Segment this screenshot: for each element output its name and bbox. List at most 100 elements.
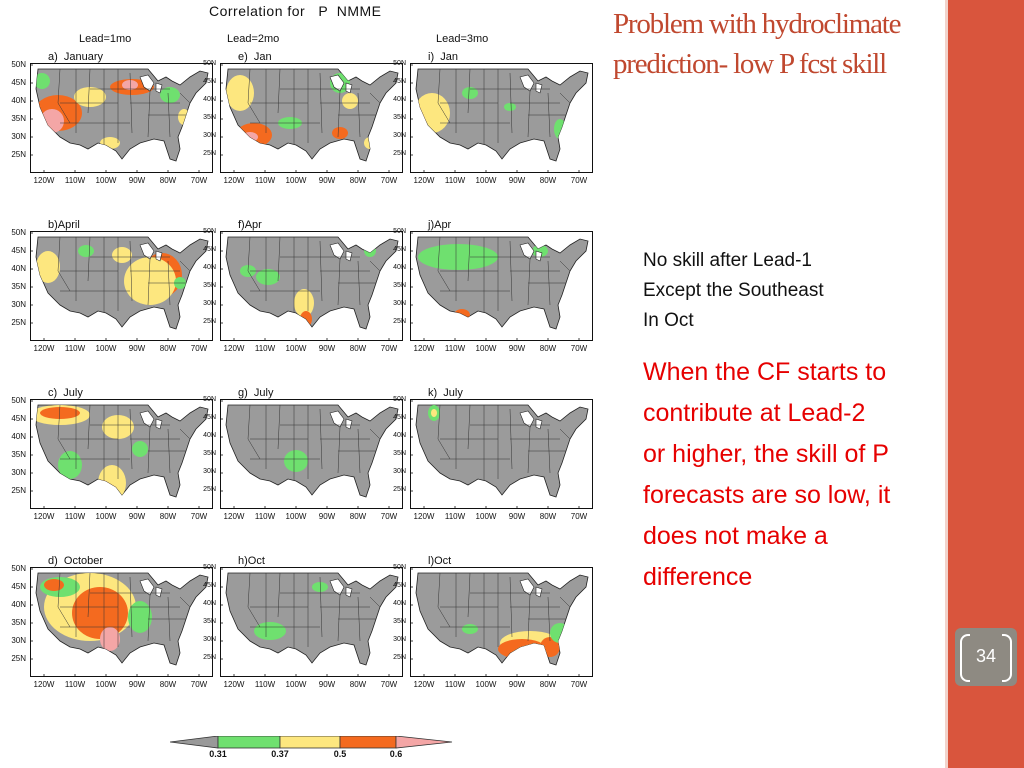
state-boundary [179,260,193,274]
lat-label: 40N [11,432,26,441]
right-bracket-icon [1002,634,1012,682]
correlation-map [30,399,213,509]
panel-title: g) July [238,387,274,399]
lead-header: Lead=2mo [227,33,280,45]
map-frame [410,567,593,677]
lon-label: 120W [413,512,435,521]
great-lakes [329,74,353,94]
lon-label: 110W [444,680,466,689]
lat-label: 30N [203,468,216,475]
lon-label: 70W [380,176,398,185]
lon-label: 90W [128,680,146,689]
correlation-map [220,231,403,341]
note-line: No skill after Lead-1 [643,250,812,271]
correlation-region [100,627,120,651]
lon-label: 90W [318,344,336,353]
lon-label: 70W [190,512,208,521]
lon-label: 70W [380,680,398,689]
state-boundary [57,237,71,292]
lat-label: 50N [393,60,406,67]
map-frame [410,399,593,509]
map-panel: a) January 50N 45N 40N 35N 30N 25N 120W 110W 100W… [0,51,213,192]
map-frame [410,231,593,341]
lat-label: 45N [11,414,26,423]
lat-label: 45N [203,582,216,589]
correlation-region [226,75,254,111]
lon-label: 90W [508,512,526,521]
lat-label: 40N [203,96,216,103]
panel-title: c) July [48,387,83,399]
lat-label: 25N [203,150,216,157]
lon-label: 100W [285,176,307,185]
state-boundary [277,69,281,114]
panel-title: k) July [428,387,463,399]
lat-label: 40N [203,264,216,271]
lat-label: 40N [11,600,26,609]
figure-title: Correlation for P NMME [209,3,382,19]
lon-label: 120W [33,512,55,521]
lat-label: 25N [203,318,216,325]
state-boundary [527,594,531,642]
colorbar-segment [169,735,219,749]
lat-label: 45N [393,414,406,421]
state-boundary [467,573,471,618]
lon-label: 100W [475,176,497,185]
lon-label: 80W [349,344,367,353]
colorbar-tick-label: 0.5 [333,749,347,759]
lat-label: 25N [11,654,26,663]
map-panel: f)Apr 50N 45N 40N 35N 30N 25N 120W 110W 100W 90W 80… [190,219,403,360]
correlation-region [78,245,94,257]
correlation-region [256,269,280,285]
land-area [225,404,399,498]
correlation-region [332,127,348,139]
great-lakes [139,242,163,262]
lat-label: 30N [393,636,406,643]
state-boundary [369,260,383,274]
lon-label: 70W [190,344,208,353]
lon-label: 110W [64,512,86,521]
lat-label: 50N [393,228,406,235]
state-boundary [179,92,193,106]
correlation-map [410,399,593,509]
great-lakes [139,410,163,430]
state-boundary [527,426,531,474]
lon-label: 90W [128,512,146,521]
lon-label: 120W [223,344,245,353]
lat-label: 25N [203,486,216,493]
lat-label: 50N [393,396,406,403]
correlation-figure: Correlation for P NMME Lead=1mo Lead=2mo… [0,3,593,759]
correlation-map [220,567,403,677]
lon-label: 100W [95,680,117,689]
panel-title: f)Apr [238,219,262,231]
state-boundary [559,92,573,106]
state-boundary [337,426,341,474]
lat-label: 40N [393,96,406,103]
correlation-region [128,601,152,633]
map-panel: c) July 50N 45N 40N 35N 30N 25N 120W 110W 100W 90W… [0,387,213,528]
lat-label: 50N [393,564,406,571]
map-frame [410,63,593,173]
lat-label: 35N [203,450,216,457]
map-frame [30,567,213,677]
lon-label: 70W [190,680,208,689]
map-panel: k) July 50N 45N 40N 35N 30N 25N 120W 110W 100W 90W… [380,387,593,528]
lat-label: 40N [11,96,26,105]
map-panel: e) Jan 50N 45N 40N 35N 30N 25N 120W 110W 100W 90W 8… [190,51,403,192]
lat-label: 50N [11,564,26,573]
lat-label: 35N [11,114,26,123]
lon-label: 90W [128,344,146,353]
lon-label: 70W [570,680,588,689]
state-boundary [437,69,451,124]
great-lakes [139,74,163,94]
lon-label: 120W [413,344,435,353]
lon-label: 80W [159,512,177,521]
lon-label: 110W [444,176,466,185]
state-boundary [87,405,91,450]
lon-label: 100W [285,512,307,521]
lon-label: 120W [223,512,245,521]
lat-label: 35N [11,450,26,459]
lat-label: 30N [11,300,26,309]
state-boundary [247,69,261,124]
state-boundary [277,237,281,282]
state-boundary [247,237,261,292]
